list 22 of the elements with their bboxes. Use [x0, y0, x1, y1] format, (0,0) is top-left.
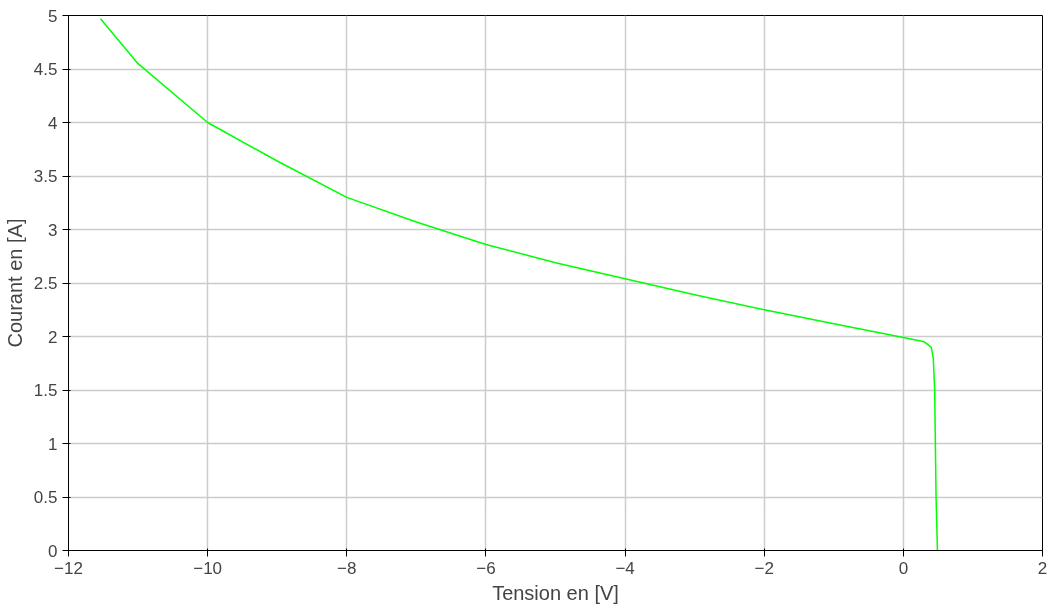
y-tick-label: 2 [48, 327, 58, 347]
y-tick-label: 3 [48, 220, 58, 240]
y-tick-label: 1 [48, 434, 58, 454]
y-tick-label: 3.5 [33, 167, 58, 186]
x-tick-label: 2 [1037, 558, 1048, 578]
line-series [99, 17, 939, 551]
y-tick-label: 5 [48, 6, 58, 26]
x-tick-label: −6 [476, 558, 496, 578]
y-tick-label: 4.5 [33, 60, 58, 79]
y-tick-label: 0.5 [33, 488, 58, 507]
x-tick-label: −4 [615, 558, 635, 578]
y-axis-title: Courant en [A] [3, 218, 26, 348]
x-tick-label: −8 [337, 558, 357, 578]
x-tick-label: −12 [54, 558, 83, 578]
x-axis-title: Tension en [V] [492, 581, 619, 604]
x-tick-label: −10 [193, 558, 223, 578]
y-tick-label: 1.5 [33, 381, 58, 400]
y-tick-label: 4 [48, 113, 58, 133]
x-tick-label: 0 [898, 558, 909, 578]
y-tick-label: 0 [48, 541, 58, 561]
y-tick-label: 2.5 [33, 274, 58, 293]
x-tick-label: −2 [754, 558, 774, 578]
